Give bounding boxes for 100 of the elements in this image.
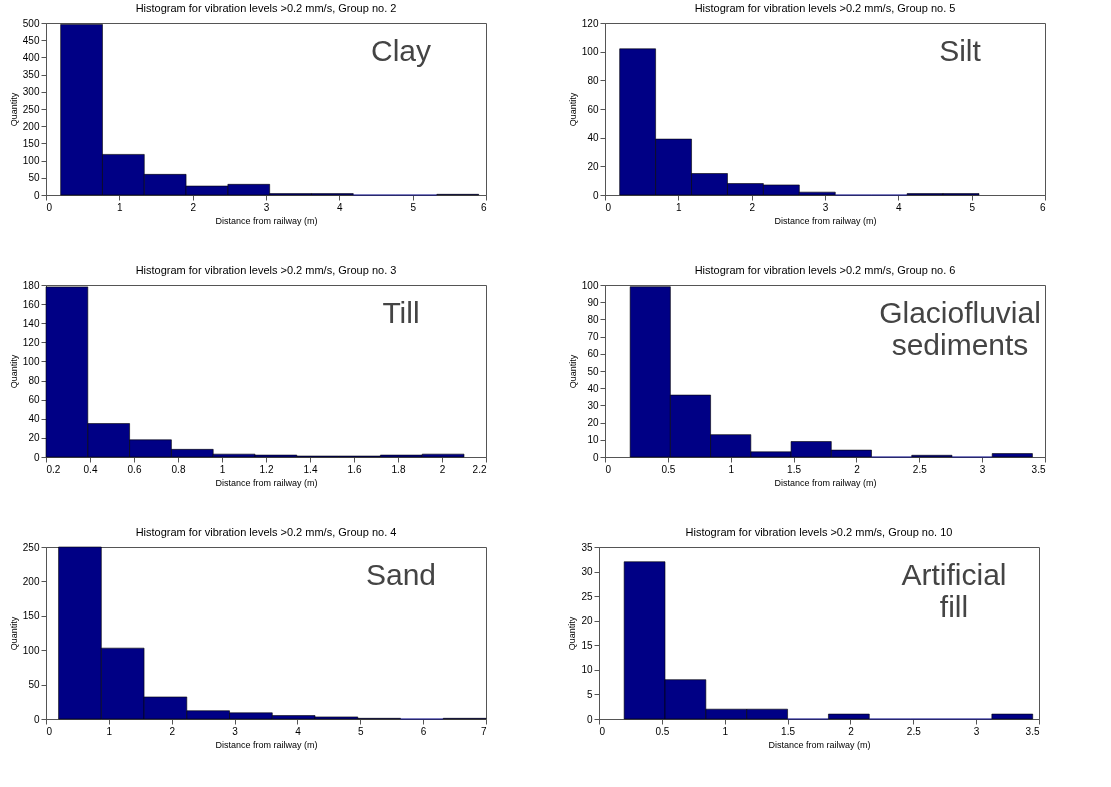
x-tick-label: 2.5 [906, 725, 922, 737]
y-tick-label: 400 [22, 51, 40, 63]
chart-title: Histogram for vibration levels >0.2 mm/s, Group no. 2 [135, 2, 397, 14]
x-tick-label: 3.5 [1025, 725, 1040, 737]
x-tick-label: 1.2 [259, 463, 274, 475]
y-tick-label: 20 [28, 432, 40, 444]
y-tick-label: 200 [22, 120, 40, 132]
y-tick-label: 80 [587, 313, 599, 325]
annotation: Clay [370, 34, 432, 67]
y-tick-label: 120 [22, 336, 40, 348]
x-tick-label: 3 [263, 201, 270, 213]
y-tick-label: 100 [22, 355, 40, 367]
y-tick-label: 50 [28, 679, 40, 691]
x-tick-label: 3 [979, 463, 986, 475]
x-tick-label: 1 [722, 725, 729, 737]
x-tick-label: 4 [896, 201, 903, 213]
x-tick-label: 3 [973, 725, 980, 737]
y-tick-label: 300 [22, 86, 40, 98]
x-tick-label: 3 [232, 725, 239, 737]
y-tick-label: 140 [22, 317, 40, 329]
y-tick-label: 250 [22, 541, 40, 553]
chart-title: Histogram for vibration levels >0.2 mm/s, Group no. 5 [694, 2, 956, 14]
x-tick-label: 6 [1039, 201, 1046, 213]
annotation: Silt [939, 34, 982, 67]
x-tick-label: 2 [190, 201, 197, 213]
chart-title: Histogram for vibration levels >0.2 mm/s, Group no. 4 [135, 526, 397, 538]
y-tick-label: 450 [22, 34, 40, 46]
x-tick-label: 1 [106, 725, 113, 737]
y-tick-label: 5 [586, 688, 593, 700]
y-axis-title: Quantity [567, 92, 578, 127]
x-tick-label: 0.8 [171, 463, 186, 475]
y-tick-label: 100 [581, 279, 599, 291]
y-tick-label: 40 [587, 132, 599, 144]
x-tick-label: 4 [337, 201, 344, 213]
y-axis-title: Quantity [8, 354, 19, 389]
y-tick-label: 150 [22, 137, 40, 149]
y-tick-label: 25 [581, 590, 593, 602]
x-tick-label: 3 [822, 201, 829, 213]
annotation: Artificial fill [901, 558, 1007, 623]
x-tick-label: 5 [969, 201, 976, 213]
y-axis-title: Quantity [567, 616, 578, 651]
x-tick-label: 4 [295, 725, 302, 737]
y-tick-label: 0 [33, 451, 40, 463]
y-tick-label: 70 [587, 331, 599, 343]
y-axis-title: Quantity [8, 616, 19, 651]
x-tick-label: 0 [605, 463, 612, 475]
x-axis-title: Distance from railway (m) [768, 739, 871, 750]
annotation: Sand [365, 558, 437, 591]
x-tick-label: 1.4 [303, 463, 318, 475]
x-tick-label: 2 [439, 463, 446, 475]
x-axis-title: Distance from railway (m) [774, 215, 877, 226]
x-tick-label: 0 [46, 201, 53, 213]
y-tick-label: 100 [581, 46, 599, 58]
x-tick-label: 1.6 [347, 463, 362, 475]
x-axis-title: Distance from railway (m) [215, 477, 318, 488]
y-tick-label: 120 [581, 17, 599, 29]
y-tick-label: 80 [28, 375, 40, 387]
y-tick-label: 40 [28, 413, 40, 425]
x-tick-label: 2 [169, 725, 176, 737]
x-tick-label: 0.2 [46, 463, 61, 475]
y-tick-label: 180 [22, 279, 40, 291]
x-tick-label: 0.4 [83, 463, 98, 475]
chart-title: Histogram for vibration levels >0.2 mm/s, Group no. 3 [135, 264, 397, 276]
annotation: Glaciofluvial sediments [879, 296, 1041, 361]
x-tick-label: 1.5 [787, 463, 802, 475]
x-tick-label: 1.5 [781, 725, 796, 737]
y-tick-label: 10 [587, 434, 599, 446]
x-tick-label: 3.5 [1031, 463, 1046, 475]
x-tick-label: 6 [420, 725, 427, 737]
y-tick-label: 40 [587, 382, 599, 394]
x-tick-label: 1.8 [391, 463, 406, 475]
annotation: Till [382, 296, 420, 329]
x-tick-label: 2.2 [472, 463, 487, 475]
y-tick-label: 50 [587, 365, 599, 377]
x-tick-label: 1 [728, 463, 735, 475]
y-tick-label: 0 [592, 189, 599, 201]
y-tick-label: 100 [22, 155, 40, 167]
y-tick-label: 0 [592, 451, 599, 463]
y-tick-label: 80 [587, 74, 599, 86]
y-tick-label: 100 [22, 644, 40, 656]
x-tick-label: 2 [854, 463, 861, 475]
x-tick-label: 0 [605, 201, 612, 213]
x-tick-label: 1 [117, 201, 124, 213]
y-tick-label: 30 [587, 399, 599, 411]
x-tick-label: 2 [848, 725, 855, 737]
x-tick-label: 1 [219, 463, 226, 475]
x-axis-title: Distance from railway (m) [774, 477, 877, 488]
y-axis-title: Quantity [567, 354, 578, 389]
chart-title: Histogram for vibration levels >0.2 mm/s, Group no. 6 [694, 264, 956, 276]
y-tick-label: 20 [587, 160, 599, 172]
y-tick-label: 20 [587, 417, 599, 429]
y-tick-label: 160 [22, 298, 40, 310]
x-tick-label: 1 [676, 201, 683, 213]
y-tick-label: 60 [587, 348, 599, 360]
x-tick-label: 0.6 [127, 463, 142, 475]
y-tick-label: 30 [581, 566, 593, 578]
y-tick-label: 90 [587, 296, 599, 308]
x-axis-title: Distance from railway (m) [215, 215, 318, 226]
y-axis-title: Quantity [8, 92, 19, 127]
x-tick-label: 2.5 [912, 463, 928, 475]
